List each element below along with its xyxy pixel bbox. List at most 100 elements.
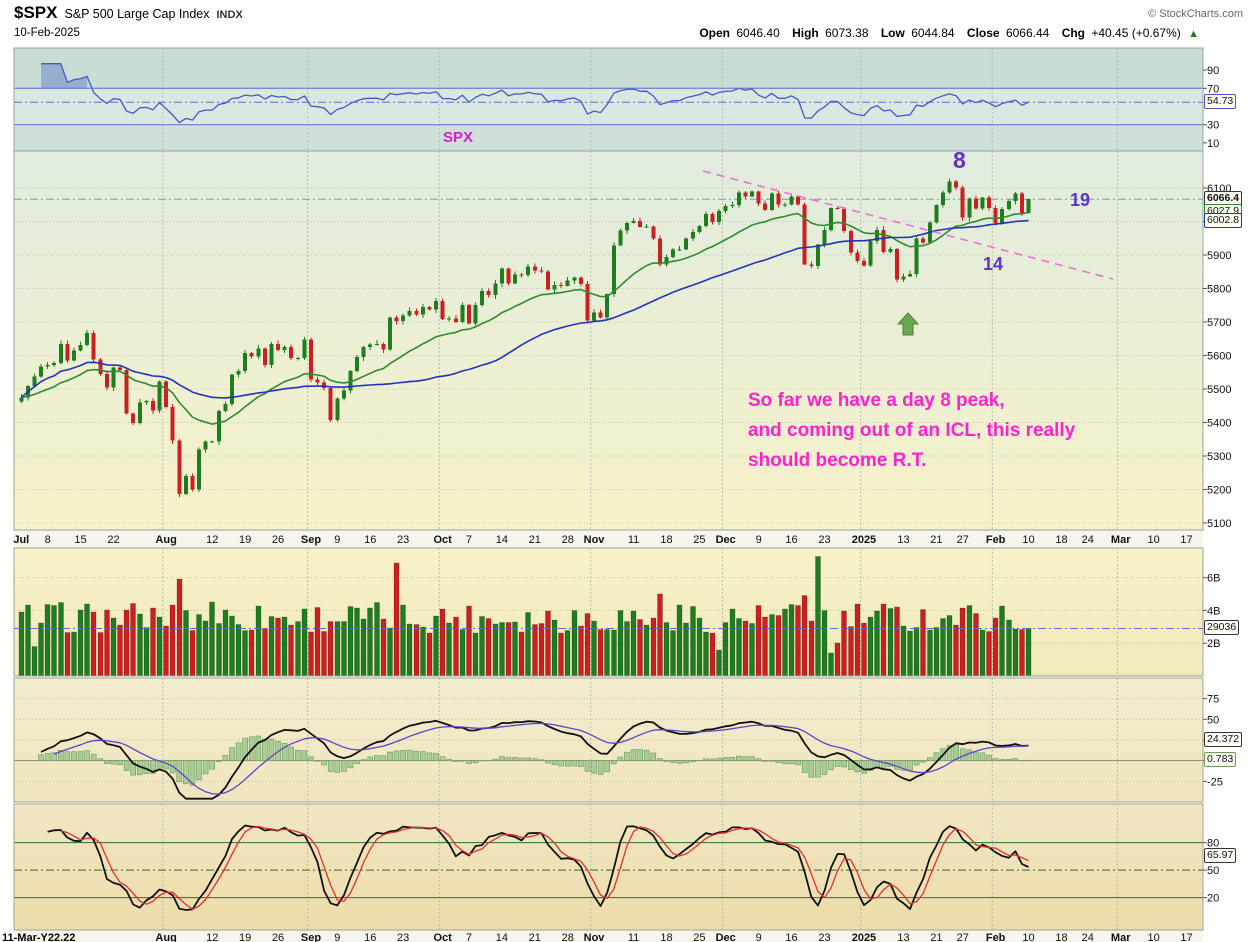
stochastic-tick: 20 (1207, 893, 1219, 905)
x-axis-label: 9 (334, 534, 340, 546)
last-price-tag: 6066.4 (1204, 191, 1243, 206)
drawn-annotations (702, 170, 1114, 336)
x-axis-label-bottom: Aug (155, 932, 176, 942)
x-axis-label-bottom: 24 (1082, 932, 1094, 942)
note-line-3: should become R.T. (748, 450, 927, 471)
x-axis-label-bottom: Oct (433, 932, 452, 942)
exchange-label: INDX (216, 9, 243, 21)
chart-header: $SPX S&P 500 Large Cap Index INDX (14, 3, 243, 23)
price-tick: 5700 (1207, 317, 1231, 329)
x-axis-label-bottom: 16 (785, 932, 797, 942)
x-axis-label-bottom: 18 (1055, 932, 1067, 942)
price-tick: 5200 (1207, 485, 1231, 497)
x-axis-label-bottom: 21 (930, 932, 942, 942)
x-axis-label: 26 (272, 534, 284, 546)
x-axis-label: 12 (206, 534, 218, 546)
day19-annotation: 19 (1070, 190, 1091, 210)
change-value: +40.45 (+0.67%) (1091, 26, 1181, 40)
trendline-annotation (702, 170, 1114, 280)
high-value: 6073.38 (825, 26, 869, 40)
x-axis-label: 25 (693, 534, 705, 546)
x-axis-label-bottom: Sep (301, 932, 321, 942)
rsi-tick: 70 (1207, 83, 1219, 95)
x-axis-label: Nov (584, 534, 606, 546)
rsi-tick: 30 (1207, 120, 1219, 132)
osc-hist-tag: 0.783 (1204, 752, 1237, 767)
rsi-indicator (14, 63, 1203, 126)
x-axis-label: 7 (466, 534, 472, 546)
x-axis-label: 28 (562, 534, 574, 546)
x-axis-label: 17 (1180, 534, 1192, 546)
moving-average-lines (20, 211, 1029, 425)
x-axis-label: 9 (756, 534, 762, 546)
x-axis-label: 21 (930, 534, 942, 546)
volume-tick: 4B (1207, 605, 1220, 617)
x-axis-label-bottom: 14 (496, 932, 508, 942)
x-axis-label: 11 (628, 534, 639, 546)
x-axis-label-bottom: 27 (957, 932, 969, 942)
price-tick: 5500 (1207, 384, 1231, 396)
price-tick: 5600 (1207, 351, 1231, 363)
x-axis-label-bottom: Nov (584, 932, 606, 942)
index-name: S&P 500 Large Cap Index (64, 7, 210, 21)
x-axis-label-bottom: 25 (693, 932, 705, 942)
x-axis-label: 21 (529, 534, 541, 546)
x-axis-label-bottom: 23 (818, 932, 830, 942)
x-axis-label: 23 (818, 534, 830, 546)
x-axis-label-bottom: 13 (897, 932, 909, 942)
x-axis-label-bottom: 23 (397, 932, 409, 942)
x-axis-label: 23 (397, 534, 409, 546)
high-label: High (792, 26, 819, 40)
x-axis-label-bottom: 2025 (852, 932, 876, 942)
candlestick-series (19, 178, 1031, 497)
x-axis-label-bottom: Dec (716, 932, 736, 942)
ohlc-readout: Open 6046.40 High 6073.38 Low 6044.84 Cl… (699, 26, 1199, 40)
axis-labels: Jul 8 15 22 Aug 12 19 26 Sep 9 16 23 Oct 7 14 21 28 Nov 11… (13, 65, 1231, 942)
price-tick: 5400 (1207, 418, 1231, 430)
volume-tick: 6B (1207, 573, 1220, 585)
x-axis-label-bottom: 11 (628, 932, 639, 942)
x-axis-label: 16 (364, 534, 376, 546)
x-axis-label: Dec (716, 534, 736, 546)
x-axis-label: Jul (13, 534, 29, 546)
x-axis-label: 10 (1148, 534, 1160, 546)
x-axis-label: 13 (897, 534, 909, 546)
up-arrow-icon: ▲ (1188, 28, 1199, 40)
price-tick: 5100 (1207, 518, 1231, 530)
x-axis-label-bottom: 9 (756, 932, 762, 942)
x-axis-label-bottom: 21 (529, 932, 541, 942)
x-axis-label-bottom: 26 (272, 932, 284, 942)
note-line-1: So far we have a day 8 peak, (748, 390, 1005, 411)
x-axis-label-bottom: 9 (334, 932, 340, 942)
stochastic-tick: 80 (1207, 838, 1219, 850)
x-axis-label-bottom: 28 (562, 932, 574, 942)
day8-annotation: 8 (953, 147, 966, 173)
x-axis-label: 22 (107, 534, 119, 546)
open-label: Open (699, 26, 731, 40)
x-axis-label-bottom: 12 (206, 932, 218, 942)
x-axis-label: 2025 (852, 534, 876, 546)
osc-line-tag: 24.372 (1204, 732, 1243, 747)
panel-borders (13, 47, 1204, 931)
price-tick: 5800 (1207, 284, 1231, 296)
price-tick: 5300 (1207, 451, 1231, 463)
oscillator-tick: 75 (1207, 694, 1219, 706)
x-axis-label-bottom: 7 (466, 932, 472, 942)
low-label: Low (880, 26, 905, 40)
x-axis-label: 27 (957, 534, 969, 546)
panel-backgrounds (14, 48, 1203, 942)
oscillator-tick: 50 (1207, 714, 1219, 726)
stochastic-tick: 50 (1207, 865, 1219, 877)
low-value: 6044.84 (911, 26, 955, 40)
x-axis-label-bottom: 16 (364, 932, 376, 942)
x-axis-label-bottom: 19 (239, 932, 251, 942)
spx-annotation: SPX (443, 129, 474, 146)
change-label: Chg (1061, 26, 1086, 40)
x-axis-label: 24 (1082, 534, 1094, 546)
chart-date: 10-Feb-2025 (14, 27, 80, 39)
stoch-value-tag: 65.97 (1204, 848, 1237, 863)
note-line-2: and coming out of an ICL, this really (748, 420, 1076, 441)
analyst-note: So far we have a day 8 peak, and coming … (748, 386, 1075, 476)
